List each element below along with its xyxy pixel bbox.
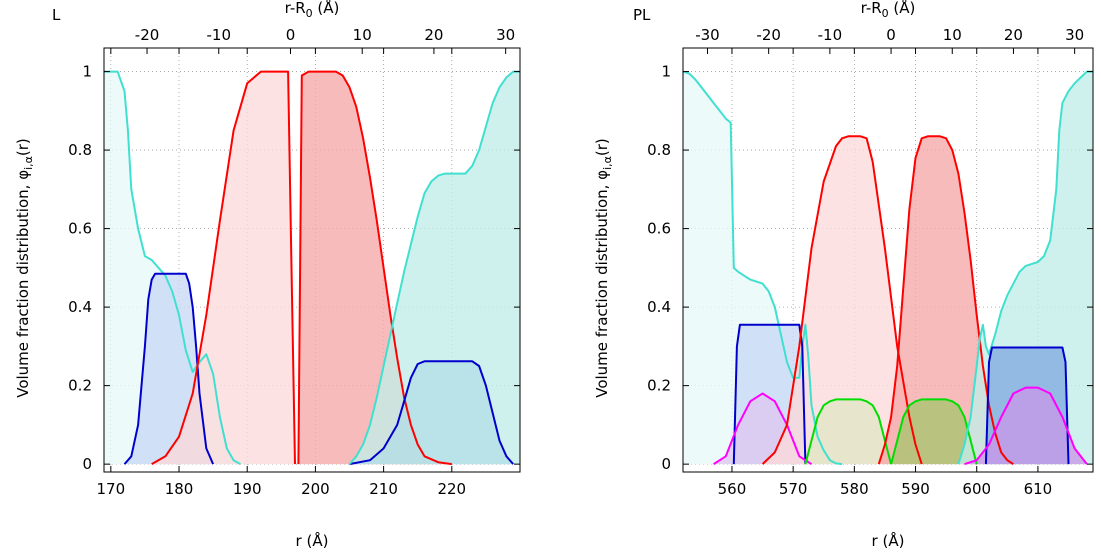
y-tick-label: 0.2 — [68, 377, 92, 395]
y-axis-label-tail: (r) — [593, 138, 611, 156]
plot-area — [104, 70, 520, 466]
series-2-line — [713, 392, 813, 465]
x2-axis-label-main: r-R — [285, 0, 306, 17]
series-1-line — [732, 323, 807, 465]
x2-tick-label: -20 — [756, 26, 781, 44]
x-axis-label: r (Å) — [296, 531, 329, 550]
series-4-line — [349, 360, 514, 466]
series-0-line — [104, 70, 241, 465]
x2-tick-label: 0 — [286, 26, 296, 44]
x-tick-label: 600 — [962, 480, 991, 498]
x-tick-label: 580 — [840, 480, 869, 498]
x2-axis-label-unit: (Å) — [313, 0, 340, 17]
x2-axis-label-main: r-R — [861, 0, 882, 17]
x2-tick-label: -10 — [818, 26, 843, 44]
series-3-line — [297, 70, 452, 466]
series-7-line — [957, 70, 1093, 465]
y-tick-label: 0.6 — [647, 220, 671, 238]
series-2-area — [151, 71, 295, 465]
x2-tick-label: 20 — [1004, 26, 1023, 44]
chart-panel-L: 170 180 190 200 210 220-20 -10 0 10 20 3000.20.40.… — [14, 0, 521, 550]
x-tick-label: 170 — [96, 480, 125, 498]
y-axis-label-sub: i,α — [22, 156, 35, 170]
plot-area — [683, 70, 1093, 466]
x-tick-label: 560 — [718, 480, 747, 498]
x2-tick-label: -10 — [207, 26, 232, 44]
x2-tick-label: -30 — [695, 26, 720, 44]
y-tick-label: 0.6 — [68, 220, 92, 238]
panel-label: PL — [633, 6, 651, 24]
plot-frame — [682, 47, 1094, 473]
x-axis-label: r (Å) — [872, 531, 905, 550]
series-4-area — [805, 399, 892, 465]
y-tick-label: 0.8 — [68, 141, 92, 159]
x-tick-label: 570 — [779, 480, 808, 498]
series-9-line — [964, 386, 1088, 466]
y-tick-label: 0.4 — [68, 298, 92, 316]
series-5-line — [348, 70, 520, 465]
x2-tick-label: -20 — [135, 26, 160, 44]
series-0-line — [683, 70, 843, 466]
series-8-line — [984, 346, 1070, 465]
y-tick-label: 0.8 — [647, 141, 671, 159]
y-tick-label: 0 — [82, 455, 92, 473]
plot-frame — [103, 47, 521, 473]
x2-axis-label-unit: (Å) — [889, 0, 916, 17]
x2-tick-label: 10 — [943, 26, 962, 44]
y-tick-label: 0.2 — [647, 377, 671, 395]
x2-axis-label: r-R0 (Å) — [861, 0, 916, 20]
panel-label: L — [52, 6, 61, 24]
y-axis-label: Volume fraction distribution, φi,α(r) — [14, 138, 35, 398]
chart-panel-PL: 560 570 580 590 600 610-30 -20 -10 0 10 20 3000.20.… — [593, 0, 1094, 550]
x2-tick-label: 10 — [353, 26, 372, 44]
series-1-line — [123, 272, 215, 465]
y-tick-label: 0 — [661, 455, 671, 473]
y-tick-label: 1 — [82, 63, 92, 81]
x-tick-label: 200 — [301, 480, 330, 498]
x2-tick-label: 0 — [886, 26, 896, 44]
series-5-line — [877, 135, 1014, 465]
x-tick-label: 220 — [437, 480, 466, 498]
series-2-line — [151, 70, 296, 465]
y-tick-label: 1 — [661, 63, 671, 81]
y-axis-label: Volume fraction distribution, φi,α(r) — [593, 138, 614, 398]
series-6-line — [890, 398, 978, 465]
x2-axis-label: r-R0 (Å) — [285, 0, 340, 20]
series-4-line — [804, 398, 893, 465]
y-axis-label-sub: i,α — [601, 156, 614, 170]
x2-axis-label-sub: 0 — [306, 7, 313, 20]
series-3-line — [761, 135, 923, 465]
x2-tick-label: 30 — [1065, 26, 1084, 44]
y-axis-label-main: Volume fraction distribution, φ — [593, 170, 611, 398]
x-tick-label: 590 — [901, 480, 930, 498]
y-axis-label-tail: (r) — [14, 138, 32, 156]
y-axis-label-main: Volume fraction distribution, φ — [14, 170, 32, 398]
y-tick-label: 0.4 — [647, 298, 671, 316]
x-tick-label: 210 — [369, 480, 398, 498]
x2-axis-label-sub: 0 — [882, 7, 889, 20]
x2-tick-label: 20 — [424, 26, 443, 44]
x2-tick-label: 30 — [496, 26, 515, 44]
x-tick-label: 180 — [165, 480, 194, 498]
x-tick-label: 610 — [1024, 480, 1053, 498]
x-tick-label: 190 — [233, 480, 262, 498]
series-6-area — [891, 399, 977, 465]
series-3-area — [298, 71, 452, 465]
